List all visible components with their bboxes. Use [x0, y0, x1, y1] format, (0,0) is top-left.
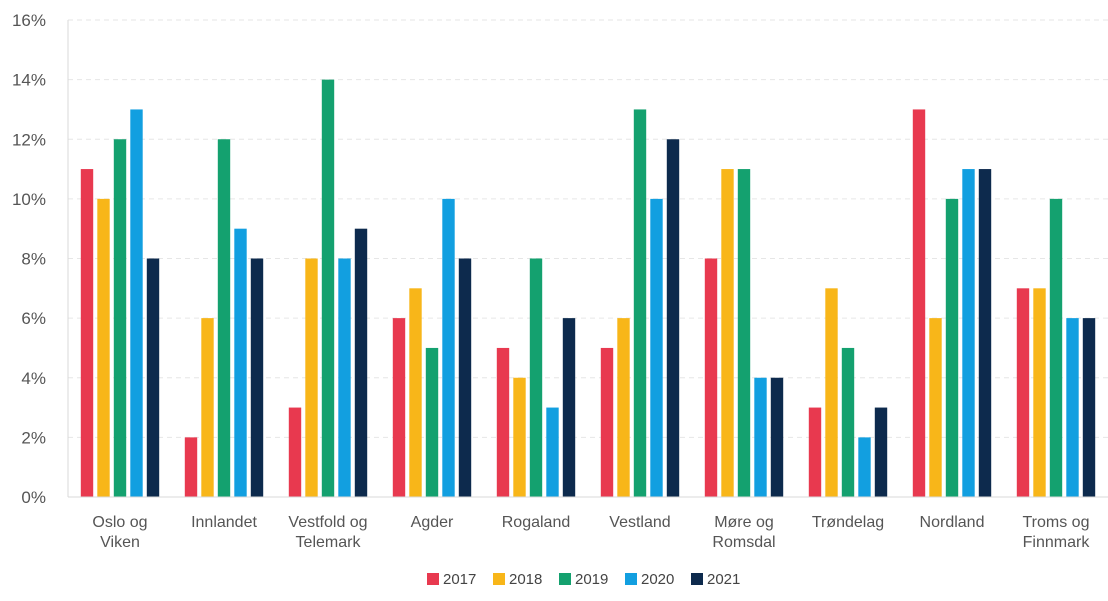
bar-2019: [321, 79, 335, 497]
bar-2021: [354, 228, 368, 497]
x-tick-label-line: Vestland: [609, 514, 670, 531]
bar-2018: [825, 288, 838, 497]
legend-label: 2020: [641, 571, 674, 588]
bar-2017: [184, 437, 198, 497]
bar-2020: [338, 258, 351, 497]
bar-2017: [80, 169, 94, 497]
bar-2018: [409, 288, 422, 497]
bar-2021: [978, 169, 992, 497]
bar-2020: [650, 198, 663, 497]
bar-2020: [754, 377, 767, 497]
y-tick-label: 10%: [12, 190, 46, 209]
bar-2020: [1066, 318, 1079, 497]
bar-2018: [929, 318, 942, 497]
x-tick-label: Innlandet: [191, 514, 257, 531]
bar-2020: [130, 109, 143, 497]
legend-label: 2021: [707, 571, 740, 588]
bar-2019: [633, 109, 647, 497]
bar-2020: [546, 407, 559, 497]
bar-2018: [513, 377, 526, 497]
x-tick-label: Rogaland: [502, 514, 571, 531]
x-tick-label-line: Telemark: [296, 534, 362, 551]
bar-2017: [496, 347, 510, 497]
bar-2018: [201, 318, 214, 497]
x-tick-label-line: Finnmark: [1023, 534, 1091, 551]
bar-2017: [288, 407, 302, 497]
x-tick-label-line: Romsdal: [712, 534, 775, 551]
bar-2019: [217, 139, 231, 497]
bar-2021: [666, 139, 680, 497]
y-tick-label: 8%: [21, 250, 46, 269]
bar-2017: [912, 109, 926, 497]
x-tick-label-line: Viken: [100, 534, 140, 551]
y-tick-label: 0%: [21, 488, 46, 507]
bar-2021: [458, 258, 472, 497]
y-tick-label: 6%: [21, 309, 46, 328]
legend-label: 2018: [509, 571, 542, 588]
y-tick-label: 4%: [21, 369, 46, 388]
y-tick-label: 14%: [12, 71, 46, 90]
bar-2017: [392, 318, 406, 497]
bar-2021: [562, 318, 576, 497]
bar-2020: [858, 437, 871, 497]
bar-2019: [1049, 198, 1063, 497]
bar-2018: [97, 198, 110, 497]
bar-2021: [1082, 318, 1096, 497]
bar-2019: [945, 198, 959, 497]
bar-2018: [617, 318, 630, 497]
x-axis: Oslo og Viken Innlandet Vestfold og Telemark…: [68, 496, 1108, 551]
y-tick-label: 2%: [21, 428, 46, 447]
x-tick-label-line: Troms og: [1023, 514, 1090, 531]
x-tick-label: Vestland: [609, 514, 670, 531]
legend-swatch-2019: [559, 573, 571, 585]
x-tick-label-line: Oslo og: [92, 514, 147, 531]
bar-2019: [841, 347, 855, 497]
x-tick-label-line: Agder: [411, 514, 454, 531]
bar-2021: [770, 377, 784, 497]
bar-2018: [721, 169, 734, 497]
x-tick-label-line: Vestfold og: [288, 514, 367, 531]
x-tick-label: Trøndelag: [812, 514, 884, 531]
bar-2018: [305, 258, 318, 497]
x-tick-label: Møre og Romsdal: [712, 514, 775, 551]
bar-2019: [529, 258, 543, 497]
x-tick-label-line: Innlandet: [191, 514, 257, 531]
legend: 2017 2018 2019 2020 2021: [427, 571, 740, 588]
bar-2021: [250, 258, 264, 497]
y-tick-label: 12%: [12, 130, 46, 149]
bars: [80, 79, 1096, 497]
bar-2021: [874, 407, 888, 497]
bar-2018: [1033, 288, 1046, 497]
x-tick-label: Vestfold og Telemark: [288, 514, 367, 551]
bar-2019: [425, 347, 439, 497]
x-tick-label: Agder: [411, 514, 454, 531]
x-tick-label-line: Rogaland: [502, 514, 571, 531]
bar-2020: [442, 198, 455, 497]
legend-swatch-2021: [691, 573, 703, 585]
bar-2019: [113, 139, 127, 497]
bar-2020: [234, 228, 247, 497]
legend-swatch-2018: [493, 573, 505, 585]
y-tick-label: 16%: [12, 11, 46, 30]
legend-swatch-2017: [427, 573, 439, 585]
bar-2017: [704, 258, 718, 497]
legend-label: 2019: [575, 571, 608, 588]
x-tick-label-line: Nordland: [920, 514, 985, 531]
x-tick-label: Troms og Finnmark: [1023, 514, 1091, 551]
x-tick-label-line: Møre og: [714, 514, 774, 531]
x-tick-label-line: Trøndelag: [812, 514, 884, 531]
legend-label: 2017: [443, 571, 476, 588]
y-axis: 0% 2% 4% 6% 8% 10% 12% 14% 16%: [12, 11, 69, 507]
bar-2017: [600, 347, 614, 497]
legend-swatch-2020: [625, 573, 637, 585]
bar-2017: [1016, 288, 1030, 497]
bar-2017: [808, 407, 822, 497]
bar-2021: [146, 258, 160, 497]
x-tick-label: Nordland: [920, 514, 985, 531]
bar-2020: [962, 169, 975, 497]
x-tick-label: Oslo og Viken: [92, 514, 147, 551]
bar-2019: [737, 169, 751, 497]
